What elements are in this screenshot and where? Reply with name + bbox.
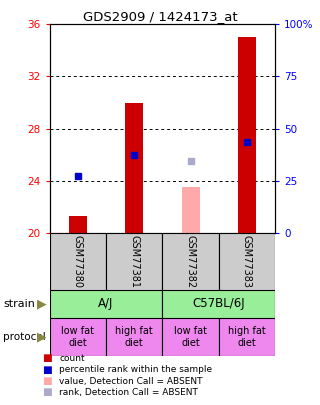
Bar: [50, 290, 162, 318]
Text: GSM77383: GSM77383: [242, 235, 252, 288]
Text: high fat
diet: high fat diet: [115, 326, 153, 348]
Bar: [50, 318, 106, 356]
Text: ▶: ▶: [37, 297, 46, 310]
Text: C57BL/6J: C57BL/6J: [193, 297, 245, 310]
Bar: [162, 318, 219, 356]
Text: A/J: A/J: [98, 297, 114, 310]
Bar: [50, 233, 106, 290]
Text: protocol: protocol: [3, 332, 46, 342]
Text: high fat
diet: high fat diet: [228, 326, 266, 348]
Bar: [219, 233, 275, 290]
Text: GDS2909 / 1424173_at: GDS2909 / 1424173_at: [83, 10, 237, 23]
Bar: [238, 37, 256, 233]
Bar: [106, 233, 163, 290]
Text: GSM77381: GSM77381: [129, 235, 139, 288]
Bar: [162, 290, 275, 318]
Text: ▶: ▶: [37, 330, 46, 344]
Text: low fat
diet: low fat diet: [174, 326, 207, 348]
Bar: [69, 216, 87, 233]
Text: percentile rank within the sample: percentile rank within the sample: [59, 365, 212, 374]
Text: count: count: [59, 354, 85, 363]
Text: low fat
diet: low fat diet: [61, 326, 94, 348]
Bar: [106, 318, 163, 356]
Text: ■: ■: [42, 376, 51, 386]
Text: GSM77382: GSM77382: [186, 234, 196, 288]
Text: rank, Detection Call = ABSENT: rank, Detection Call = ABSENT: [59, 388, 198, 397]
Text: ■: ■: [42, 354, 51, 363]
Text: GSM77380: GSM77380: [73, 235, 83, 288]
Text: strain: strain: [3, 299, 35, 309]
Bar: [181, 187, 200, 233]
Bar: [125, 102, 143, 233]
Bar: [219, 318, 275, 356]
Text: value, Detection Call = ABSENT: value, Detection Call = ABSENT: [59, 377, 203, 386]
Bar: [162, 233, 219, 290]
Text: ■: ■: [42, 388, 51, 397]
Text: ■: ■: [42, 365, 51, 375]
